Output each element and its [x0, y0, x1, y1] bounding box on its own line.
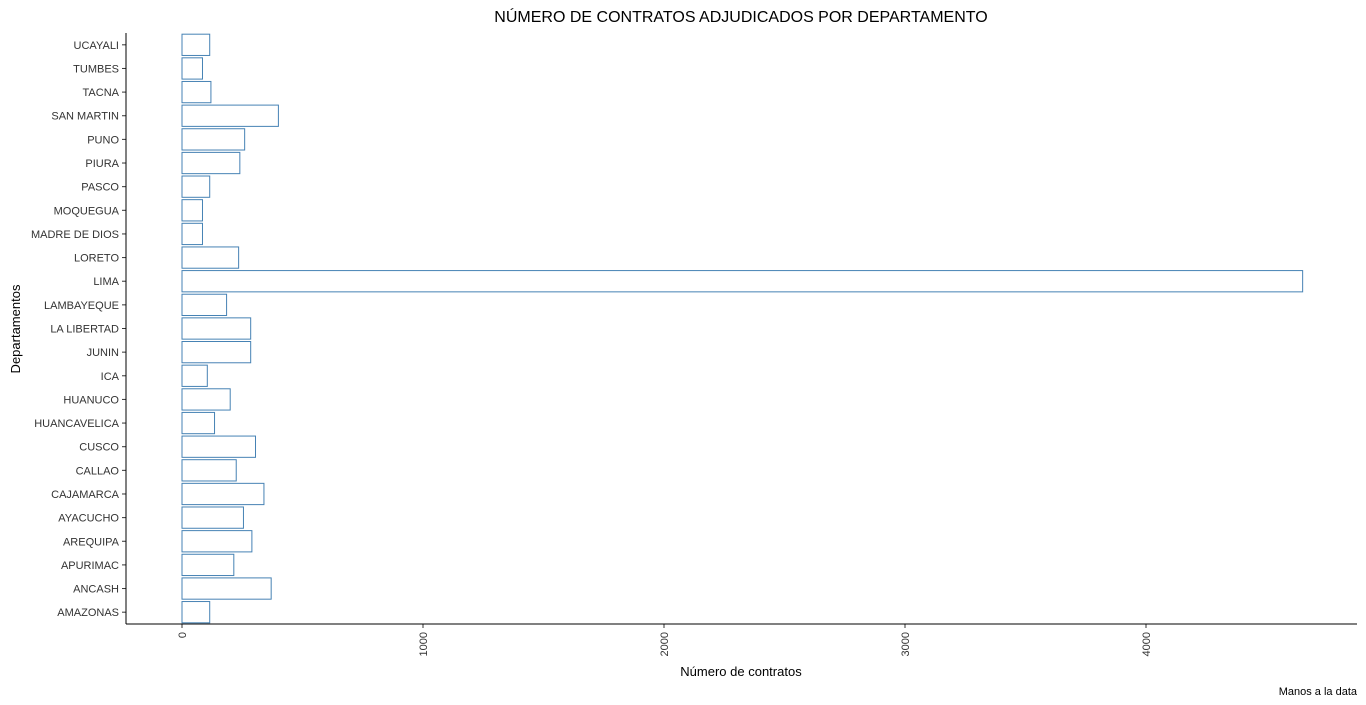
y-tick-label: UCAYALI [74, 40, 119, 52]
x-axis-ticks: 0 1000 2000 3000 4000 [177, 624, 1153, 656]
bar [181, 435, 257, 458]
x-tick-label: 0 [177, 632, 189, 638]
x-tick-label: 1000 [418, 632, 430, 656]
bar [181, 459, 237, 482]
y-tick-label: AMAZONAS [57, 607, 119, 619]
bars-layer [181, 33, 1304, 624]
x-tick-label: 4000 [1141, 632, 1153, 656]
bar [181, 151, 241, 175]
x-axis-title: Número de contratos [680, 664, 802, 679]
bar [181, 411, 216, 435]
y-tick-label: MOQUEGUA [54, 205, 120, 217]
y-tick-label: HUANCAVELICA [34, 418, 119, 430]
y-tick-label: PUNO [87, 134, 119, 146]
y-axis-ticks: AMAZONAS ANCASH APURIMAC AREQUIPA AYACUCHO CA… [31, 40, 126, 619]
y-tick-label: ANCASH [73, 584, 119, 596]
bar [181, 482, 265, 506]
chart-title: NÚMERO DE CONTRATOS ADJUDICADOS POR DEPA… [494, 7, 987, 26]
y-tick-label: SAN MARTIN [51, 111, 119, 123]
y-tick-label: CUSCO [79, 442, 119, 454]
bar [181, 33, 211, 56]
bar [181, 317, 252, 340]
bar [181, 530, 253, 553]
y-tick-label: PASCO [81, 182, 119, 194]
bar [181, 270, 1304, 293]
bar [181, 57, 203, 80]
bar [181, 601, 211, 624]
y-tick-label: LORETO [74, 253, 119, 265]
y-tick-label: CAJAMARCA [51, 489, 120, 501]
y-tick-label: LAMBAYEQUE [44, 300, 119, 312]
y-tick-label: LIMA [93, 276, 119, 288]
y-tick-label: AYACUCHO [58, 513, 119, 525]
y-tick-label: TUMBES [73, 63, 119, 75]
bar [181, 80, 212, 104]
x-tick-label: 3000 [900, 632, 912, 656]
bar [181, 553, 235, 577]
bar [181, 506, 244, 529]
y-tick-label: LA LIBERTAD [50, 324, 119, 336]
y-tick-label: TACNA [83, 87, 120, 99]
bar [181, 104, 279, 127]
y-tick-label: MADRE DE DIOS [31, 229, 119, 241]
bar [181, 175, 211, 198]
bar [181, 341, 252, 364]
x-tick-label: 2000 [659, 632, 671, 656]
bar [181, 246, 240, 269]
y-tick-label: JUNIN [87, 347, 119, 359]
y-tick-label: ICA [101, 371, 120, 383]
bar [181, 388, 231, 411]
y-tick-label: APURIMAC [61, 560, 119, 572]
y-tick-label: PIURA [85, 158, 119, 170]
y-tick-label: CALLAO [76, 465, 120, 477]
y-axis-title: Departamentos [8, 284, 23, 373]
chart-caption: Manos a la data [1279, 686, 1358, 698]
bar [181, 364, 208, 387]
bar [181, 577, 272, 600]
y-tick-label: HUANUCO [63, 394, 119, 406]
bar [181, 222, 203, 246]
y-tick-label: AREQUIPA [63, 536, 120, 548]
bar [181, 128, 246, 151]
bar [181, 199, 203, 222]
bar [181, 293, 228, 316]
